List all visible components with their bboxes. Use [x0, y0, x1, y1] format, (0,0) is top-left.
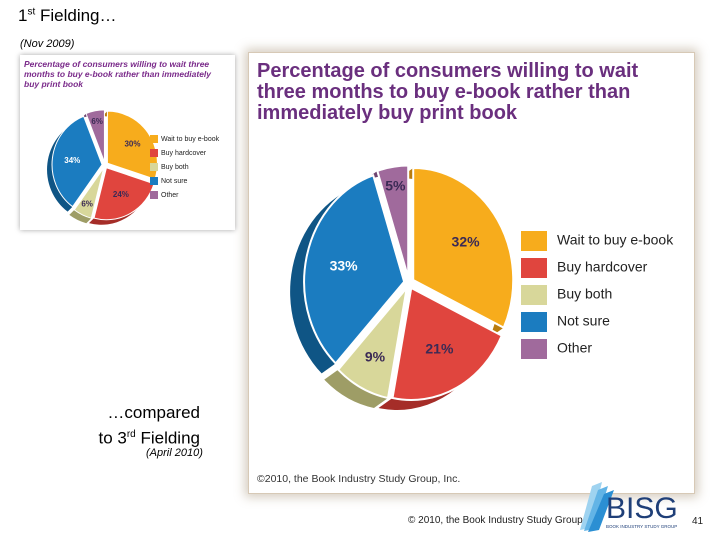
- logo-wordmark: BISG: [606, 492, 678, 525]
- small-legend-label-1: Buy hardcover: [161, 150, 207, 157]
- big-slice-3: [303, 173, 406, 365]
- third-fielding-date: (April 2010): [146, 447, 203, 459]
- big-legend-swatch-4: [521, 339, 547, 359]
- small-legend-swatch-3: [150, 177, 158, 185]
- small-legend-swatch-1: [150, 149, 158, 157]
- small-legend-label-0: Wait to buy e-book: [161, 136, 220, 143]
- big-label-1: 21%: [425, 341, 454, 357]
- small-slice-depth-1: [89, 183, 154, 225]
- big-legend-label-2: Buy both: [557, 286, 612, 302]
- big-pie-chart: 32% 21% 9% 33% 5% Wait to buy e-book Buy hardc…: [290, 164, 674, 410]
- book-pages-icon: [580, 482, 614, 532]
- small-legend-label-3: Not sure: [161, 178, 188, 185]
- footer-copyright: © 2010, the Book Industry Study Group, I…: [408, 515, 595, 526]
- small-slice-3: [51, 115, 103, 208]
- big-slice-depth-1: [378, 335, 502, 410]
- small-label-1: 24%: [113, 190, 129, 199]
- big-label-0: 32%: [452, 233, 481, 249]
- comparison-caption: …compared to 3rd Fielding: [98, 403, 200, 448]
- big-label-3: 33%: [330, 257, 359, 273]
- chart-copyright: ©2010, the Book Industry Study Group, In…: [257, 473, 461, 485]
- big-slice-depth-2: [324, 369, 388, 409]
- page-number: 41: [692, 516, 704, 527]
- big-label-4: 5%: [385, 177, 406, 193]
- small-legend-label-2: Buy both: [161, 164, 189, 171]
- big-legend-label-0: Wait to buy e-book: [557, 232, 674, 248]
- small-slice-4: [85, 109, 105, 163]
- first-fielding-chart: Percentage of consumers willing to wait …: [20, 55, 235, 230]
- first-fielding-date: (Nov 2009): [20, 38, 75, 50]
- big-slice-4: [376, 164, 410, 278]
- big-legend-label-4: Other: [557, 340, 592, 356]
- big-slice-0: [412, 166, 515, 330]
- bisg-logo: BISG BOOK INDUSTRY STUDY GROUP: [578, 478, 688, 533]
- small-legend-swatch-0: [150, 135, 158, 143]
- small-legend-swatch-2: [150, 163, 158, 171]
- small-slice-depth-3: [47, 116, 84, 212]
- big-slice-1: [391, 286, 504, 401]
- big-legend-label-3: Not sure: [557, 313, 610, 329]
- slide-title: 1st Fielding…: [18, 6, 117, 25]
- big-legend-swatch-2: [521, 285, 547, 305]
- small-slice-depth-2: [69, 209, 92, 224]
- small-label-0: 30%: [124, 139, 140, 148]
- small-legend-swatch-4: [150, 191, 158, 199]
- big-slice-2: [336, 284, 409, 400]
- big-legend-label-1: Buy hardcover: [557, 259, 648, 275]
- small-label-3: 34%: [64, 156, 80, 165]
- small-label-4: 6%: [91, 117, 103, 126]
- big-chart-title: Percentage of consumers willing to wait …: [257, 60, 639, 124]
- big-legend-swatch-3: [521, 312, 547, 332]
- small-pie-chart: 30% 24% 6% 34% 6% Wait to buy e-book Buy hardc…: [47, 109, 220, 225]
- third-fielding-chart: Percentage of consumers willing to wait …: [248, 52, 695, 494]
- small-slice-1: [93, 167, 155, 221]
- big-label-2: 9%: [365, 349, 386, 365]
- small-slice-2: [73, 167, 105, 219]
- logo-subtext: BOOK INDUSTRY STUDY GROUP: [606, 524, 677, 529]
- small-chart-title: Percentage of consumers willing to wait …: [24, 59, 212, 89]
- big-legend-swatch-0: [521, 231, 547, 251]
- big-legend-swatch-1: [521, 258, 547, 278]
- small-legend-label-4: Other: [161, 192, 179, 199]
- small-label-2: 6%: [81, 200, 93, 209]
